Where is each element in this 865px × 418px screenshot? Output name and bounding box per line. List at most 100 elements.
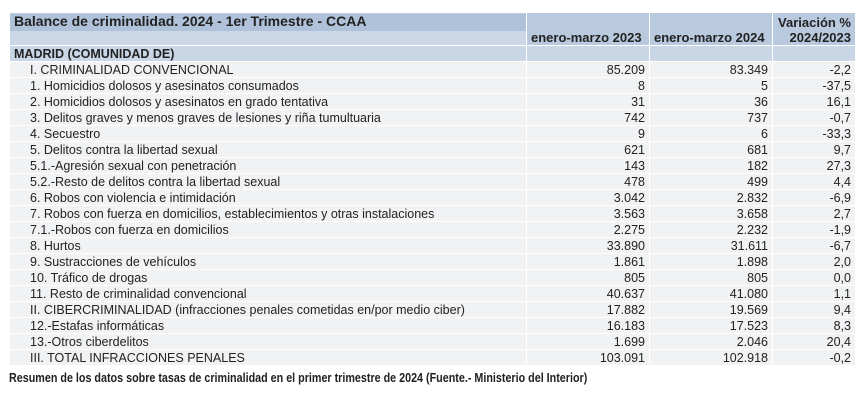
variation: 4,4 — [772, 173, 856, 190]
variation: 8,3 — [772, 317, 856, 334]
variation: -2,2 — [772, 61, 856, 78]
row-label: I. CRIMINALIDAD CONVENCIONAL — [9, 61, 527, 78]
value-2024: 36 — [649, 93, 773, 110]
variation-label: Variación % — [778, 15, 851, 30]
value-2024: 31.611 — [649, 237, 773, 254]
header-row: Balance de criminalidad. 2024 - 1er Trim… — [9, 12, 856, 46]
variation: 9,7 — [772, 141, 856, 158]
value-2024: 805 — [649, 269, 773, 286]
variation: -33,3 — [772, 125, 856, 142]
value-2023: 17.882 — [526, 301, 650, 318]
value-2023: 3.563 — [526, 205, 650, 222]
value-2023: 143 — [526, 157, 650, 174]
variation: -0,2 — [772, 349, 856, 366]
region-row: MADRID (COMUNIDAD DE) — [9, 45, 856, 62]
variation: 2,0 — [772, 253, 856, 270]
value-2024: 737 — [649, 109, 773, 126]
table-row: 7. Robos con fuerza en domicilios, estab… — [9, 205, 856, 222]
table-row: 5.1.-Agresión sexual con penetración 143 1… — [9, 157, 856, 174]
col-header-2024: enero-marzo 2024 — [649, 12, 773, 46]
value-2023: 40.637 — [526, 285, 650, 302]
variation: -6,7 — [772, 237, 856, 254]
table-row: 3. Delitos graves y menos graves de lesi… — [9, 109, 856, 126]
variation: -0,7 — [772, 109, 856, 126]
value-2023: 621 — [526, 141, 650, 158]
variation-period: 2024/2023 — [789, 30, 851, 45]
table-row: 8. Hurtos 33.890 31.611 -6,7 — [9, 237, 856, 254]
variation: 1,1 — [772, 285, 856, 302]
value-2023: 16.183 — [526, 317, 650, 334]
table-row: 5. Delitos contra la libertad sexual 621 6… — [9, 141, 856, 158]
col-header-variation: Variación % 2024/2023 — [772, 12, 856, 46]
table-row: 2. Homicidios dolosos y asesinatos en gr… — [9, 93, 856, 110]
value-2023: 1.699 — [526, 333, 650, 350]
region-cell — [649, 45, 773, 62]
table-row: 10. Tráfico de drogas 805 805 0,0 — [9, 269, 856, 286]
table-row: 4. Secuestro 9 6 -33,3 — [9, 125, 856, 142]
variation: 20,4 — [772, 333, 856, 350]
value-2023: 805 — [526, 269, 650, 286]
variation: -37,5 — [772, 77, 856, 94]
row-label: III. TOTAL INFRACCIONES PENALES — [9, 349, 527, 366]
row-label: 5. Delitos contra la libertad sexual — [9, 141, 527, 158]
value-2023: 103.091 — [526, 349, 650, 366]
table-row: 5.2.-Resto de delitos contra la libertad… — [9, 173, 856, 190]
value-2024: 41.080 — [649, 285, 773, 302]
value-2024: 2.232 — [649, 221, 773, 238]
value-2023: 3.042 — [526, 189, 650, 206]
row-label: 4. Secuestro — [9, 125, 527, 142]
row-label: 5.1.-Agresión sexual con penetración — [9, 157, 527, 174]
row-label: II. CIBERCRIMINALIDAD (infracciones pena… — [9, 301, 527, 318]
value-2023: 2.275 — [526, 221, 650, 238]
variation: 16,1 — [772, 93, 856, 110]
value-2024: 17.523 — [649, 317, 773, 334]
row-label: 6. Robos con violencia e intimidación — [9, 189, 527, 206]
value-2024: 2.832 — [649, 189, 773, 206]
table-row: 11. Resto de criminalidad convencional 40… — [9, 285, 856, 302]
table-title: Balance de criminalidad. 2024 - 1er Trim… — [9, 12, 527, 46]
variation: 9,4 — [772, 301, 856, 318]
table-row: 7.1.-Robos con fuerza en domicilios 2.275… — [9, 221, 856, 238]
value-2023: 9 — [526, 125, 650, 142]
row-label: 3. Delitos graves y menos graves de lesi… — [9, 109, 527, 126]
region-name: MADRID (COMUNIDAD DE) — [9, 45, 527, 62]
table-row: 6. Robos con violencia e intimidación 3.0… — [9, 189, 856, 206]
value-2024: 182 — [649, 157, 773, 174]
variation: 0,0 — [772, 269, 856, 286]
table-row: 13.-Otros ciberdelitos 1.699 2.046 20,4 — [9, 333, 856, 350]
row-label: 7. Robos con fuerza en domicilios, estab… — [9, 205, 527, 222]
table-row: II. CIBERCRIMINALIDAD (infracciones pena… — [9, 301, 856, 318]
region-cell — [526, 45, 650, 62]
row-label: 9. Sustracciones de vehículos — [9, 253, 527, 270]
value-2024: 3.658 — [649, 205, 773, 222]
value-2024: 19.569 — [649, 301, 773, 318]
crime-balance-table: Balance de criminalidad. 2024 - 1er Trim… — [9, 12, 856, 366]
region-cell — [772, 45, 856, 62]
table-row: I. CRIMINALIDAD CONVENCIONAL 85.209 83.349… — [9, 61, 856, 78]
table-row: 9. Sustracciones de vehículos 1.861 1.898 2… — [9, 253, 856, 270]
row-label: 7.1.-Robos con fuerza en domicilios — [9, 221, 527, 238]
table-row: 12.-Estafas informáticas 16.183 17.523 8,3 — [9, 317, 856, 334]
value-2024: 2.046 — [649, 333, 773, 350]
table-row: III. TOTAL INFRACCIONES PENALES 103.091 10… — [9, 349, 856, 366]
row-label: 5.2.-Resto de delitos contra la libertad… — [9, 173, 527, 190]
value-2024: 83.349 — [649, 61, 773, 78]
value-2023: 478 — [526, 173, 650, 190]
row-label: 8. Hurtos — [9, 237, 527, 254]
row-label: 12.-Estafas informáticas — [9, 317, 527, 334]
table-row: 1. Homicidios dolosos y asesinatos consu… — [9, 77, 856, 94]
value-2024: 5 — [649, 77, 773, 94]
value-2023: 742 — [526, 109, 650, 126]
row-label: 13.-Otros ciberdelitos — [9, 333, 527, 350]
variation: -1,9 — [772, 221, 856, 238]
caption: Resumen de los datos sobre tasas de crim… — [9, 371, 588, 385]
value-2023: 33.890 — [526, 237, 650, 254]
variation: 2,7 — [772, 205, 856, 222]
value-2024: 6 — [649, 125, 773, 142]
row-label: 10. Tráfico de drogas — [9, 269, 527, 286]
variation: -6,9 — [772, 189, 856, 206]
variation: 27,3 — [772, 157, 856, 174]
value-2024: 1.898 — [649, 253, 773, 270]
row-label: 1. Homicidios dolosos y asesinatos consu… — [9, 77, 527, 94]
value-2023: 31 — [526, 93, 650, 110]
